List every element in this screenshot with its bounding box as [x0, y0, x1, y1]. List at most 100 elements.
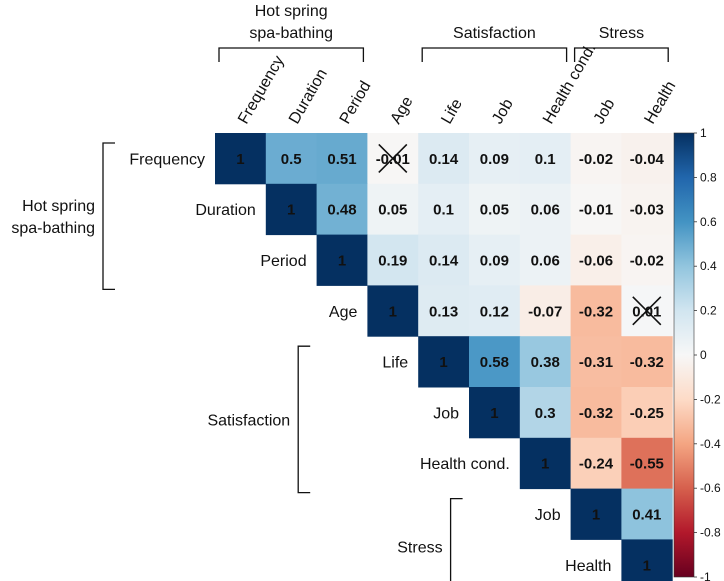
- cell-value-label: 0.19: [378, 253, 407, 270]
- heatmap-cell: [570, 488, 622, 540]
- heatmap-cell: [570, 336, 622, 388]
- cell-value-label: 1: [643, 557, 651, 574]
- heatmap-cell: [418, 133, 470, 185]
- heatmap-cell: [469, 133, 521, 185]
- heatmap-cell: [621, 336, 673, 388]
- cell-value-label: 0.5: [281, 151, 302, 168]
- cell-value-label: 0.05: [480, 202, 509, 219]
- row-label: Age: [329, 304, 358, 321]
- cross-mark-icon: [632, 296, 662, 326]
- heatmap-cell: [367, 183, 419, 236]
- row-label: Life: [382, 355, 408, 372]
- cell-value-label: 0.58: [480, 354, 509, 371]
- top-group-label: Satisfaction: [453, 25, 536, 42]
- row-label: Period: [260, 253, 306, 270]
- colorbar-tick-label: -0.4: [700, 437, 721, 451]
- cell-value-label: 1: [541, 456, 549, 473]
- heatmap-cell: [316, 133, 368, 185]
- column-label: Life: [438, 96, 466, 127]
- column-label: Health: [642, 78, 680, 127]
- cell-value-label: 1: [490, 405, 498, 422]
- side-group-bracket: [297, 345, 311, 494]
- side-group-label: Satisfaction: [207, 412, 290, 429]
- heatmap-cell: [367, 234, 419, 286]
- colorbar-tick-label: 0.2: [700, 304, 717, 318]
- column-label: Duration: [286, 66, 331, 127]
- heatmap-cell: [418, 336, 470, 388]
- cell-value-label: 1: [338, 253, 346, 270]
- heatmap-cell: [469, 285, 521, 337]
- top-group-label: Stress: [599, 25, 644, 42]
- heatmap-cell: [519, 336, 572, 388]
- heatmap-cell: [570, 387, 622, 439]
- cell-value-label: -0.25: [630, 405, 664, 422]
- cell-value-label: 0.48: [327, 202, 356, 219]
- heatmap-cell: [316, 183, 368, 236]
- cell-value-label: 0.14: [429, 151, 459, 168]
- colorbar-tick-label: 0.8: [700, 170, 717, 184]
- cell-value-label: 0.06: [531, 202, 560, 219]
- column-label: Job: [489, 96, 517, 127]
- heatmap-cell: [621, 133, 673, 185]
- cell-value-label: 0.1: [433, 202, 454, 219]
- colorbar-gradient: [673, 132, 695, 578]
- colorbar-tick-label: 0.4: [700, 259, 717, 273]
- colorbar-tick-label: 0.6: [700, 215, 717, 229]
- side-group-label: spa-bathing: [11, 220, 95, 237]
- cell-value-label: 0.38: [531, 354, 560, 371]
- side-group-bracket: [102, 142, 115, 291]
- heatmap-cell: [265, 183, 318, 236]
- heatmap-cell: [570, 183, 622, 236]
- cell-value-label: 0.13: [429, 303, 458, 320]
- row-label: Job: [535, 507, 561, 524]
- values-layer: 1 0.5 0.51 -0.01 0.14 0.09 0.1 -0.02 -0.04 1 0.48 0…: [236, 143, 665, 574]
- cell-value-label: -0.55: [630, 456, 664, 473]
- column-label: Frequency: [235, 53, 288, 127]
- heatmap-cell: [469, 336, 521, 388]
- cell-value-label: -0.02: [579, 151, 613, 168]
- cell-value-label: 0.51: [327, 151, 356, 168]
- row-label: Health cond.: [420, 456, 510, 473]
- side-group-bracket: [449, 497, 463, 581]
- heatmap-cell: [367, 285, 419, 337]
- row-label: Job: [433, 405, 459, 422]
- cross-mark-icon: [378, 143, 408, 173]
- heatmap-cell: [519, 285, 572, 337]
- heatmap-cell: [418, 285, 470, 337]
- colorbar-tick-label: 1: [700, 126, 707, 140]
- cell-value-label: 1: [592, 507, 600, 524]
- heatmap-cell: [621, 539, 673, 581]
- row-label: Health: [565, 558, 611, 575]
- heatmap-cell: [469, 387, 521, 439]
- heatmap-cell: [570, 133, 622, 185]
- top-group-label: Hot spring: [255, 3, 328, 20]
- cell-value-label: -0.02: [630, 253, 664, 270]
- heatmap-cell: [418, 183, 470, 236]
- cell-value-label: -0.32: [579, 303, 613, 320]
- heatmap-cell: [469, 234, 521, 286]
- heatmap-cell: [519, 234, 572, 286]
- cell-value-label: -0.32: [630, 354, 664, 371]
- heatmap-cell: [621, 437, 673, 490]
- cell-value-label: -0.31: [579, 354, 613, 371]
- heatmap-cell: [621, 183, 673, 236]
- cell-value-label: 1: [236, 151, 244, 168]
- heatmap-cell: [215, 133, 267, 185]
- heatmap-cell: [570, 234, 622, 286]
- cell-value-label: 1: [439, 354, 447, 371]
- heatmap-cell: [265, 133, 318, 185]
- heatmap-cell: [570, 285, 622, 337]
- cell-value-label: 0.09: [480, 151, 509, 168]
- column-label: Job: [591, 96, 619, 127]
- colorbar: 1 0.8 0.6 0.4 0.2 0 -0.2 -0.4 -0.6 -0.8 -1: [673, 126, 721, 581]
- cell-value-label: -0.03: [630, 202, 664, 219]
- heatmap-cell: [519, 437, 572, 490]
- groups-layer: Hot spring spa-bathing Hot spring spa-bathi…: [11, 3, 669, 581]
- cell-value-label: -0.07: [528, 303, 562, 320]
- top-group-bracket: [573, 47, 669, 62]
- top-group-label: spa-bathing: [249, 25, 333, 42]
- cell-value-label: 0.09: [480, 253, 509, 270]
- cell-value-label: 0.14: [429, 253, 459, 270]
- heatmap-cell: [418, 234, 470, 286]
